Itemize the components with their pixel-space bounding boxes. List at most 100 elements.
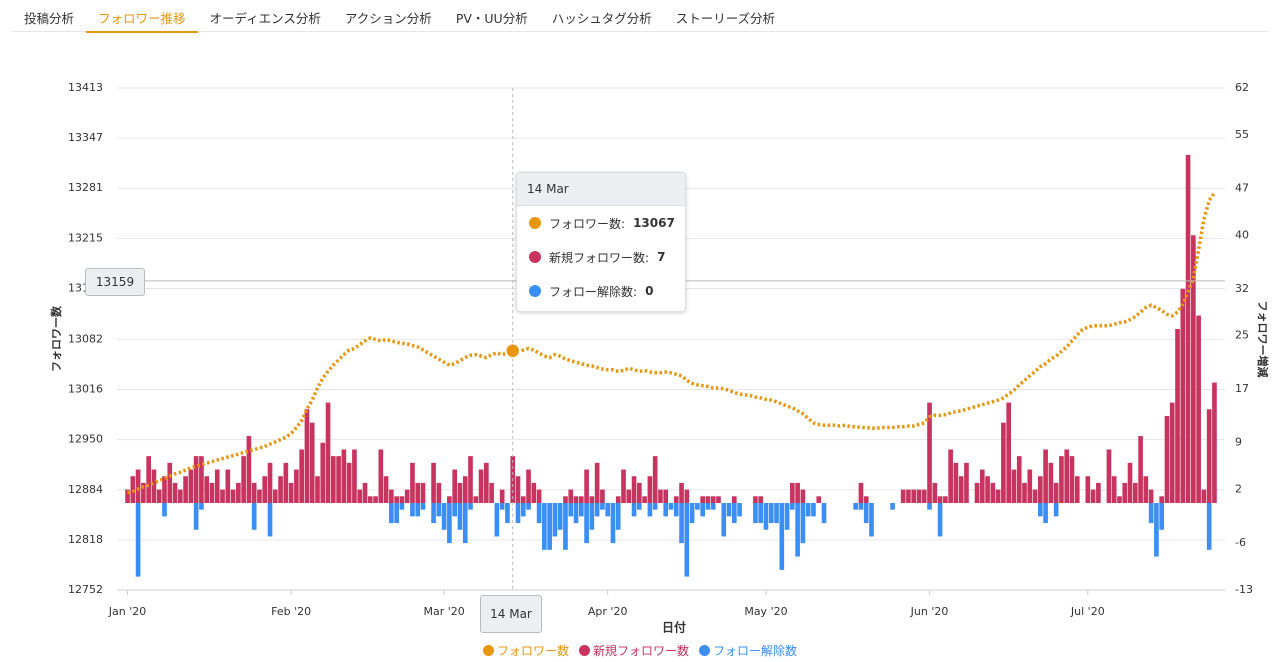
bar: [272, 489, 278, 503]
tab[interactable]: オーディエンス分析: [209, 11, 321, 26]
bar: [531, 482, 537, 503]
bar: [1053, 502, 1059, 517]
bar: [563, 502, 568, 550]
bar: [389, 502, 394, 524]
bar: [863, 496, 869, 503]
y-tick-label: 13082: [68, 332, 103, 345]
bar: [668, 502, 674, 510]
bar: [199, 456, 204, 503]
bar: [246, 436, 252, 503]
y2-tick-label: 2: [1235, 483, 1242, 496]
bar: [557, 502, 563, 530]
tab[interactable]: ハッシュタグ分析: [551, 11, 652, 26]
x-axis-title: 日付: [662, 620, 686, 635]
bar: [146, 456, 151, 503]
y-tick-label: 13215: [68, 231, 103, 244]
bar: [125, 489, 130, 503]
bar: [710, 496, 716, 503]
bar: [684, 502, 690, 577]
bar: [505, 502, 510, 524]
legend-label: フォロワー数: [496, 644, 569, 658]
bar: [995, 489, 1001, 503]
bar: [863, 502, 869, 524]
bar: [985, 476, 990, 503]
tooltip-value: 0: [645, 284, 654, 298]
bar: [906, 489, 911, 503]
y2-tick-label: 62: [1235, 81, 1249, 94]
bar: [937, 496, 943, 503]
bar: [573, 496, 579, 503]
bar: [679, 482, 684, 503]
bar: [399, 502, 405, 510]
bar: [795, 502, 800, 557]
bar: [172, 482, 178, 503]
bar: [563, 496, 568, 503]
bar: [468, 502, 473, 510]
bar: [1138, 436, 1143, 503]
bar: [162, 502, 167, 517]
y-tick-label: 13281: [68, 181, 103, 194]
bar: [526, 469, 531, 503]
bar: [1038, 476, 1043, 503]
bar: [188, 469, 194, 503]
bar: [821, 502, 827, 524]
tab[interactable]: ストーリーズ分析: [675, 11, 776, 26]
legend-label: 新規フォロワー数: [592, 644, 689, 658]
bar: [710, 502, 716, 510]
bar: [589, 496, 595, 503]
bar: [183, 476, 188, 503]
x-tick-label: Mar '20: [423, 605, 464, 618]
legend-item[interactable]: フォロワー数: [482, 642, 569, 659]
bar: [753, 496, 758, 503]
legend-marker: [699, 645, 710, 656]
bar: [431, 502, 436, 524]
tooltip-title: 14 Mar: [517, 173, 685, 206]
bar: [1212, 382, 1217, 503]
bar: [573, 502, 579, 524]
bar: [758, 496, 764, 503]
bar: [214, 469, 220, 503]
bar: [1154, 502, 1159, 557]
bar: [726, 502, 732, 517]
bar: [652, 456, 658, 503]
tab[interactable]: フォロワー推移: [86, 0, 198, 33]
y-axis-title: フォロワー数: [49, 305, 63, 372]
bar: [394, 502, 399, 524]
y2-tick-label: -13: [1235, 583, 1253, 596]
bar: [420, 482, 426, 503]
tab[interactable]: PV・UU分析: [455, 11, 528, 26]
bar: [315, 476, 320, 503]
tab[interactable]: アクション分析: [344, 11, 432, 26]
bar: [610, 502, 616, 544]
bar: [800, 489, 806, 503]
bar: [911, 489, 917, 503]
bar: [167, 462, 173, 503]
bar: [468, 456, 473, 503]
legend-marker: [482, 645, 494, 656]
bar: [526, 502, 531, 510]
bar: [763, 502, 769, 530]
bar: [1148, 489, 1154, 503]
tooltip-row: フォロー解除数 0: [517, 274, 685, 308]
y2-tick-label: 17: [1235, 382, 1249, 395]
bar: [478, 469, 484, 503]
bar: [515, 502, 521, 524]
tooltip: 14 Mar フォロワー数 13067 新規フォロワー数 7 フォロー解除数 0: [516, 172, 686, 312]
bar: [1048, 462, 1054, 503]
bar: [684, 489, 690, 503]
bar: [700, 496, 705, 503]
bar: [1016, 456, 1022, 503]
legend-item[interactable]: フォロー解除数: [699, 642, 797, 659]
tooltip-series-name: フォロー解除数: [549, 283, 637, 300]
legend-item[interactable]: 新規フォロワー数: [578, 642, 689, 659]
tab[interactable]: 投稿分析: [24, 11, 75, 26]
y2-tick-label: 32: [1235, 282, 1249, 295]
tooltip-marker: [529, 251, 541, 263]
bar: [578, 502, 584, 517]
bar: [267, 462, 273, 503]
bar: [1127, 462, 1133, 503]
x-tick-label: Jun '20: [910, 605, 949, 618]
x-tick-label: Apr '20: [588, 605, 628, 618]
bar: [1027, 469, 1033, 503]
